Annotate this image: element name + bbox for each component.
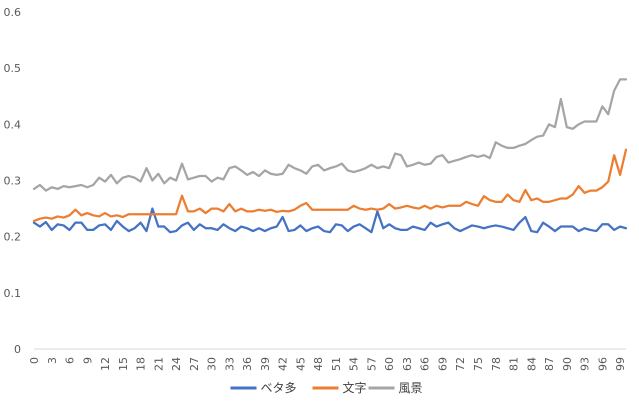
x-tick-label: 51 [330, 357, 343, 371]
x-tick-label: 60 [383, 357, 396, 371]
x-tick-label: 93 [579, 357, 592, 371]
x-tick-label: 21 [152, 357, 165, 371]
y-tick-label: 0.2 [4, 231, 22, 244]
x-tick-label: 66 [419, 357, 432, 371]
legend-label: 文字 [343, 380, 367, 395]
x-tick-label: 27 [188, 357, 201, 371]
series-line-1 [32, 207, 628, 234]
y-tick-label: 0.6 [4, 6, 22, 19]
legend-label: 風景 [399, 381, 423, 395]
series-line-2 [32, 148, 628, 223]
x-tick-label: 24 [170, 357, 183, 371]
x-tick-label: 48 [312, 357, 325, 371]
x-tick-label: 18 [135, 357, 148, 371]
x-tick-label: 69 [436, 357, 449, 371]
legend: ベタ多 文字 風景 [230, 380, 423, 395]
x-axis-tick-labels: 0 3 6 9 12 15 18 21 24 27 30 33 36 39 42 45 48 51 54 57 60 63… [28, 357, 627, 371]
x-tick-label: 72 [454, 357, 467, 371]
x-tick-label: 75 [472, 357, 485, 371]
x-tick-label: 36 [241, 357, 254, 371]
x-tick-label: 54 [348, 357, 361, 371]
plot-area [32, 78, 628, 350]
x-tick-label: 15 [117, 357, 130, 371]
x-tick-label: 12 [99, 357, 112, 371]
x-tick-label: 90 [561, 357, 574, 371]
y-tick-label: 0.5 [4, 62, 22, 75]
x-tick-label: 0 [28, 357, 41, 364]
x-tick-label: 42 [277, 357, 290, 371]
x-tick-label: 6 [64, 357, 77, 364]
legend-label: ベタ多 [261, 381, 297, 395]
x-tick-label: 78 [490, 357, 503, 371]
x-tick-label: 30 [206, 357, 219, 371]
x-tick-label: 39 [259, 357, 272, 371]
y-axis-tick-labels: 0 0.1 0.2 0.3 0.4 0.5 0.6 [4, 6, 22, 356]
y-tick-label: 0 [14, 343, 21, 356]
series-line-3 [32, 78, 628, 192]
x-tick-label: 9 [81, 357, 94, 364]
x-tick-label: 63 [401, 357, 414, 371]
x-tick-label: 45 [294, 357, 307, 371]
x-tick-label: 99 [614, 357, 627, 371]
y-tick-label: 0.4 [4, 118, 22, 131]
x-tick-label: 3 [46, 357, 59, 364]
x-tick-label: 96 [596, 357, 609, 371]
x-tick-label: 84 [525, 357, 538, 371]
x-tick-label: 57 [365, 357, 378, 371]
x-tick-label: 87 [543, 357, 556, 371]
y-tick-label: 0.1 [4, 287, 22, 300]
x-tick-label: 81 [508, 357, 521, 371]
x-tick-label: 33 [223, 357, 236, 371]
y-tick-label: 0.3 [4, 175, 22, 188]
